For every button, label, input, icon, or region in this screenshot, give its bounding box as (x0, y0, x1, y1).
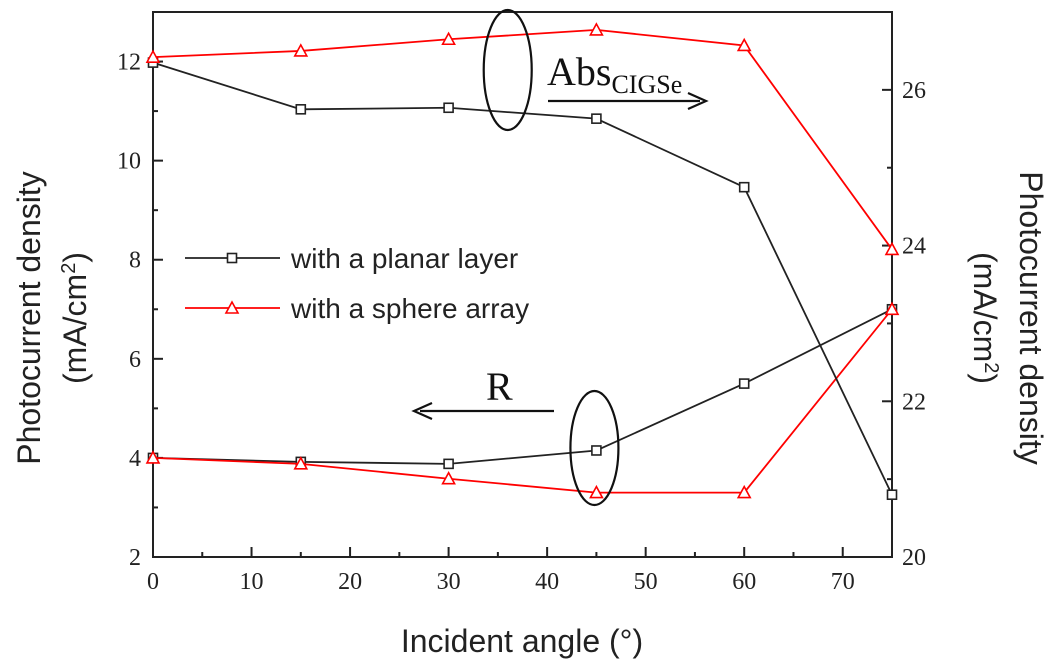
abs-annotation-main: Abs (547, 49, 611, 94)
data-point (736, 37, 752, 52)
y-left-tick-label: 4 (129, 446, 141, 472)
series-right-with-a-sphere-array (145, 22, 900, 256)
abs-group-ellipse (482, 8, 533, 132)
y-right-title-line2: (mA/cm2) (967, 252, 1003, 384)
series-line (152, 308, 893, 465)
series-line (152, 61, 893, 496)
data-point (591, 445, 602, 456)
y-right-unit-sup: 2 (980, 362, 1002, 373)
x-tick-label: 60 (732, 569, 756, 595)
data-point (295, 104, 307, 115)
y-axis-left: 2 4 6 8 10 12 (117, 50, 163, 571)
y-left-tick-label: 8 (129, 248, 141, 274)
data-point (145, 49, 161, 63)
legend-marker (224, 300, 240, 314)
y-right-title-line1: Photocurrent density (1013, 171, 1044, 465)
data-point (591, 113, 602, 124)
x-tick-label: 50 (634, 569, 658, 595)
y-right-tick-label: 22 (902, 389, 926, 415)
data-point (443, 458, 454, 470)
series-line (152, 308, 893, 494)
legend-entry-with-a-planar-layer: with a planar layer (185, 243, 518, 274)
data-point (589, 22, 604, 36)
abs-annotation: AbsCIGSe (547, 49, 682, 99)
x-tick-label: 10 (240, 569, 264, 595)
x-axis-title: Incident angle (°) (401, 623, 643, 659)
x-tick-label: 0 (147, 569, 159, 595)
x-axis: 0 10 20 30 40 50 60 70 (147, 547, 855, 595)
x-tick-label: 20 (338, 569, 362, 595)
x-tick-label: 70 (831, 569, 855, 595)
series-left-with-a-sphere-array (145, 301, 900, 499)
x-tick-label: 30 (437, 569, 461, 595)
y-left-unit-close: ) (57, 252, 93, 263)
data-point (884, 241, 900, 256)
r-arrow-head (411, 401, 433, 421)
abs-arrow-head (687, 91, 709, 111)
x-tick-label: 40 (535, 569, 559, 595)
legend-marker (226, 252, 238, 264)
abs-annotation-sub: CIGSe (611, 70, 682, 99)
y-left-title-line1: Photocurrent density (11, 171, 47, 465)
y-right-unit-close: ) (967, 373, 1003, 384)
y-left-tick-label: 10 (117, 149, 141, 175)
data-point (443, 102, 454, 114)
data-point (293, 43, 309, 57)
y-axis-right: 20 22 24 26 (882, 78, 926, 571)
data-point (884, 301, 900, 316)
data-point (738, 378, 750, 389)
y-left-tick-label: 12 (117, 50, 141, 76)
plot-border (152, 11, 893, 558)
legend-label: with a planar layer (290, 243, 518, 274)
r-group-ellipse (569, 389, 620, 507)
data-point (293, 456, 309, 470)
legend-entry-with-a-sphere-array: with a sphere array (185, 293, 529, 324)
y-left-unit: (mA/cm (57, 274, 93, 384)
series-layer (145, 22, 900, 501)
y-axis-left-title: Photocurrent density (mA/cm2) (11, 171, 93, 465)
annotations: AbsCIGSe R (411, 8, 709, 507)
y-right-tick-label: 26 (902, 78, 926, 104)
y-left-tick-label: 6 (129, 347, 141, 373)
data-point (886, 489, 898, 501)
r-annotation: R (486, 364, 513, 409)
data-point (738, 181, 750, 193)
y-left-unit-sup: 2 (58, 263, 80, 274)
y-left-tick-label: 2 (129, 545, 141, 571)
y-left-title-line2: (mA/cm2) (57, 252, 93, 384)
data-point (441, 471, 456, 485)
y-axis-right-title: Photocurrent density (mA/cm2) (967, 171, 1044, 465)
legend: with a planar layer with a sphere array (185, 243, 529, 324)
plot-frame (152, 11, 893, 558)
data-point (736, 484, 752, 499)
y-right-tick-label: 24 (902, 234, 926, 260)
data-point (589, 484, 604, 499)
legend-label: with a sphere array (290, 293, 529, 324)
series-line (152, 29, 893, 250)
data-point (441, 31, 456, 46)
y-right-tick-label: 20 (902, 545, 926, 571)
data-point (145, 450, 161, 464)
series-right-with-a-planar-layer (147, 57, 898, 501)
y-right-unit: (mA/cm (967, 252, 1003, 362)
